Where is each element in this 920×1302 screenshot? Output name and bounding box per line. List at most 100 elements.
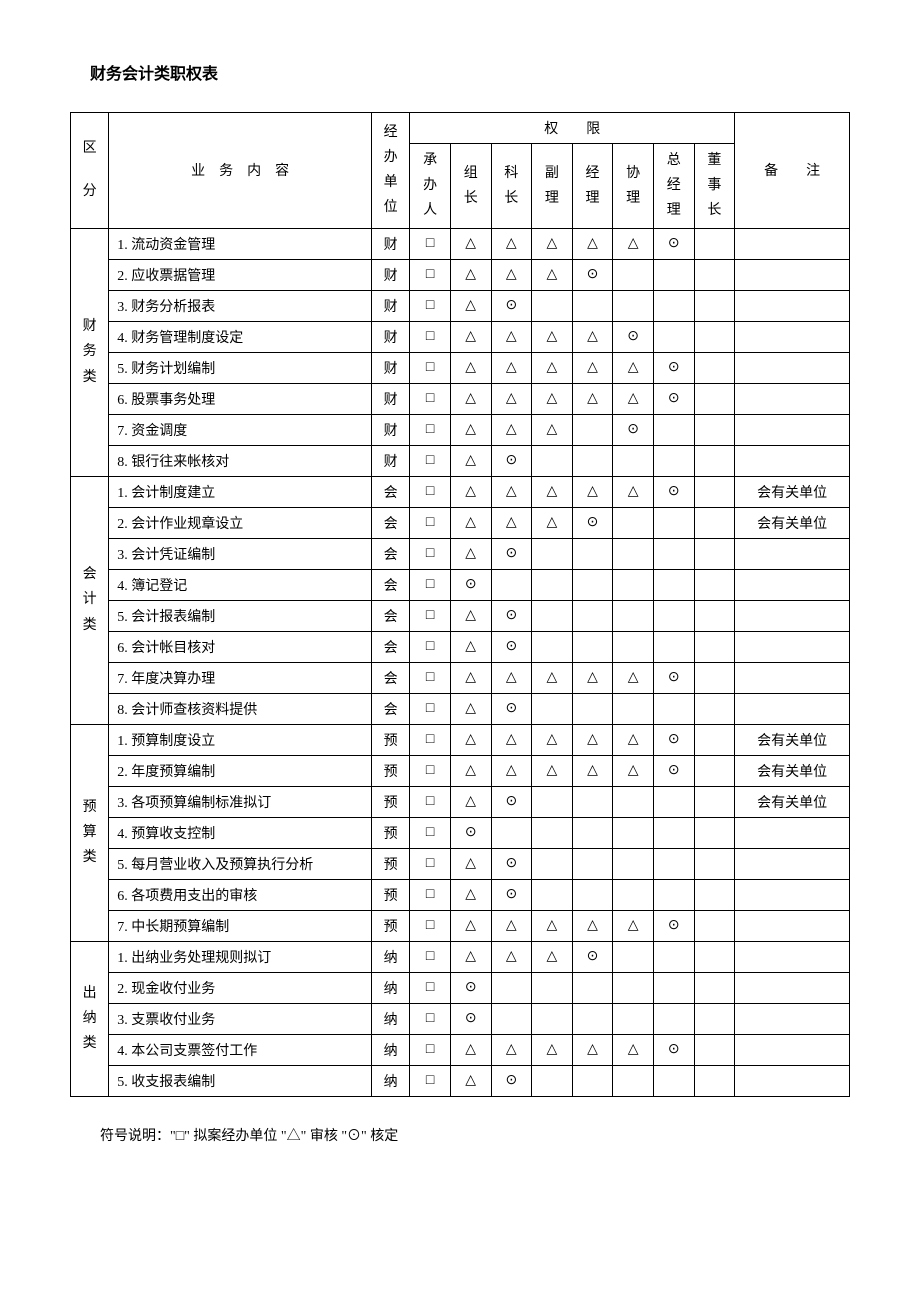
mark-cell — [613, 848, 654, 879]
col-header-category: 区 分 — [71, 113, 109, 229]
mark-cell: △ — [450, 352, 491, 383]
mark-cell — [694, 445, 735, 476]
remark-cell — [735, 600, 850, 631]
mark-cell — [653, 786, 694, 817]
remark-cell — [735, 817, 850, 848]
mark-cell: △ — [450, 910, 491, 941]
mark-cell — [653, 817, 694, 848]
mark-cell: △ — [450, 786, 491, 817]
mark-cell — [572, 414, 613, 445]
mark-cell — [694, 879, 735, 910]
mark-cell — [613, 631, 654, 662]
mark-cell — [653, 879, 694, 910]
mark-cell — [532, 1003, 573, 1034]
mark-cell — [613, 693, 654, 724]
mark-cell: △ — [613, 1034, 654, 1065]
table-row: 4. 财务管理制度设定财□△△△△⊙ — [71, 321, 850, 352]
mark-cell — [532, 569, 573, 600]
mark-cell — [653, 538, 694, 569]
mark-cell: □ — [410, 321, 451, 352]
table-row: 2. 会计作业规章设立会□△△△⊙会有关单位 — [71, 507, 850, 538]
task-cell: 6. 会计帐目核对 — [109, 631, 372, 662]
mark-cell: □ — [410, 755, 451, 786]
mark-cell — [572, 786, 613, 817]
unit-cell: 财 — [372, 383, 410, 414]
unit-cell: 会 — [372, 662, 410, 693]
task-cell: 1. 流动资金管理 — [109, 228, 372, 259]
task-cell: 3. 支票收付业务 — [109, 1003, 372, 1034]
task-cell: 5. 收支报表编制 — [109, 1065, 372, 1096]
mark-cell — [572, 569, 613, 600]
mark-cell: □ — [410, 879, 451, 910]
unit-cell: 预 — [372, 848, 410, 879]
mark-cell: △ — [613, 228, 654, 259]
unit-cell: 财 — [372, 414, 410, 445]
mark-cell: △ — [572, 476, 613, 507]
mark-cell — [653, 507, 694, 538]
mark-cell: ⊙ — [491, 1065, 532, 1096]
mark-cell — [653, 321, 694, 352]
mark-cell: □ — [410, 228, 451, 259]
mark-cell: △ — [491, 228, 532, 259]
mark-cell — [653, 941, 694, 972]
mark-cell: ⊙ — [653, 662, 694, 693]
table-row: 5. 财务计划编制财□△△△△△⊙ — [71, 352, 850, 383]
mark-cell — [694, 755, 735, 786]
task-cell: 5. 财务计划编制 — [109, 352, 372, 383]
mark-cell — [613, 600, 654, 631]
mark-cell — [694, 383, 735, 414]
mark-cell: ⊙ — [450, 1003, 491, 1034]
mark-cell: □ — [410, 786, 451, 817]
mark-cell: □ — [410, 600, 451, 631]
mark-cell: △ — [532, 724, 573, 755]
task-cell: 1. 预算制度设立 — [109, 724, 372, 755]
mark-cell — [572, 693, 613, 724]
mark-cell: △ — [491, 321, 532, 352]
mark-cell — [532, 445, 573, 476]
header-unit-char3: 单 — [374, 170, 407, 195]
header-category-char1: 区 — [73, 136, 106, 161]
mark-cell: △ — [450, 631, 491, 662]
mark-cell — [694, 352, 735, 383]
mark-cell: ⊙ — [653, 228, 694, 259]
mark-cell — [572, 600, 613, 631]
unit-cell: 纳 — [372, 1003, 410, 1034]
mark-cell: △ — [532, 259, 573, 290]
mark-cell: □ — [410, 507, 451, 538]
mark-cell — [694, 538, 735, 569]
mark-cell — [694, 817, 735, 848]
table-row: 3. 财务分析报表财□△⊙ — [71, 290, 850, 321]
mark-cell — [694, 693, 735, 724]
mark-cell — [532, 786, 573, 817]
mark-cell: △ — [572, 352, 613, 383]
table-row: 6. 各项费用支出的审核预□△⊙ — [71, 879, 850, 910]
mark-cell — [572, 1003, 613, 1034]
mark-cell: ⊙ — [450, 972, 491, 1003]
task-cell: 4. 预算收支控制 — [109, 817, 372, 848]
remark-cell — [735, 662, 850, 693]
mark-cell: □ — [410, 569, 451, 600]
remark-cell — [735, 693, 850, 724]
col-header-auth-0: 承办人 — [410, 144, 451, 229]
mark-cell: △ — [450, 538, 491, 569]
task-cell: 7. 资金调度 — [109, 414, 372, 445]
table-row: 5. 会计报表编制会□△⊙ — [71, 600, 850, 631]
unit-cell: 预 — [372, 817, 410, 848]
mark-cell — [653, 848, 694, 879]
mark-cell — [532, 879, 573, 910]
mark-cell: △ — [450, 414, 491, 445]
mark-cell — [572, 445, 613, 476]
task-cell: 2. 应收票据管理 — [109, 259, 372, 290]
mark-cell — [613, 817, 654, 848]
remark-cell — [735, 538, 850, 569]
header-unit-char2: 办 — [374, 145, 407, 170]
col-header-task: 业 务 内 容 — [109, 113, 372, 229]
table-row: 8. 银行往来帐核对财□△⊙ — [71, 445, 850, 476]
category-cell: 财务类 — [71, 228, 109, 476]
unit-cell: 会 — [372, 600, 410, 631]
mark-cell: △ — [491, 383, 532, 414]
mark-cell: △ — [450, 259, 491, 290]
mark-cell: ⊙ — [572, 941, 613, 972]
unit-cell: 会 — [372, 538, 410, 569]
mark-cell — [613, 538, 654, 569]
